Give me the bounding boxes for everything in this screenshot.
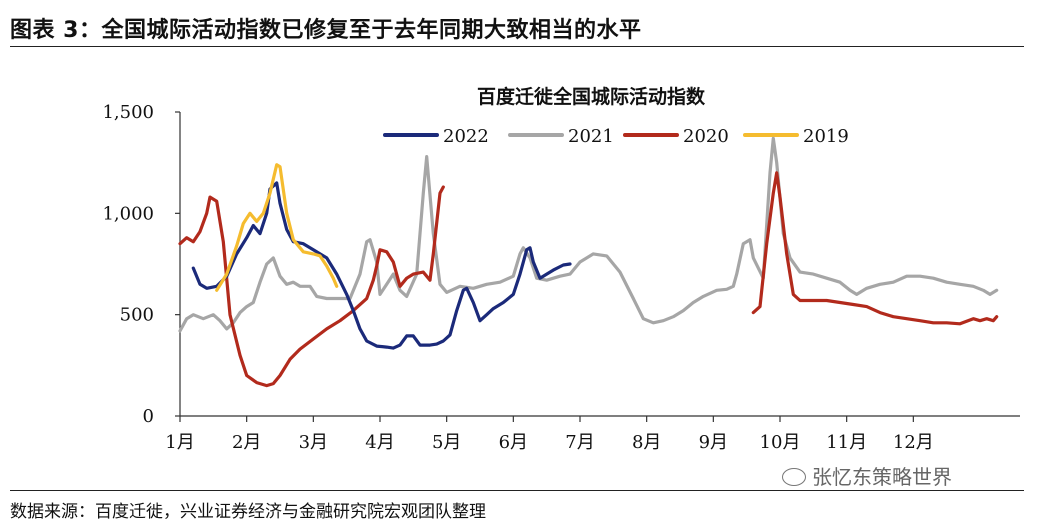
legend-label-2022: 2022 <box>443 126 489 147</box>
series-line-2019 <box>215 163 339 292</box>
chart-axes: 0 500 1,000 1,500 1月 2月 3月 4月 5月 6月 7月 8月 9月 10月 11月 12… <box>102 102 1020 453</box>
series-layer <box>178 136 999 388</box>
series-line-2022 <box>191 181 572 350</box>
legend-label-2020: 2020 <box>683 126 729 147</box>
y-tick-label: 1,000 <box>102 203 154 224</box>
series-line-2020 <box>178 185 445 388</box>
x-tick-label: 11月 <box>826 432 867 453</box>
x-tick-label: 9月 <box>699 432 728 453</box>
y-tick-label: 500 <box>120 305 154 326</box>
line-chart: 百度迁徙全国城际活动指数 2022 2021 2020 2019 0 500 1,000 1… <box>102 85 1020 453</box>
series-line-2021 <box>178 136 999 333</box>
x-tick-label: 4月 <box>365 432 394 453</box>
watermark: 张忆东策略世界 <box>782 461 952 490</box>
x-tick-label: 1月 <box>165 432 194 453</box>
series-line-2020 <box>751 171 999 326</box>
figure-title: 图表 3：全国城际活动指数已修复至于去年同期大致相当的水平 <box>10 18 642 43</box>
chart-legend: 2022 2021 2020 2019 <box>383 126 849 147</box>
chart-title: 百度迁徙全国城际活动指数 <box>477 85 706 108</box>
x-tick-label: 7月 <box>565 432 594 453</box>
watermark-text: 张忆东策略世界 <box>812 465 952 489</box>
x-tick-label: 6月 <box>499 432 528 453</box>
x-tick-label: 8月 <box>632 432 661 453</box>
source-note: 数据来源：百度迁徙，兴业证券经济与金融研究院宏观团队整理 <box>10 502 486 522</box>
x-tick-label: 12月 <box>893 432 934 453</box>
y-tick-label: 0 <box>143 406 154 427</box>
top-rule <box>10 46 1024 47</box>
x-tick-label: 2月 <box>232 432 261 453</box>
y-tick-label: 1,500 <box>102 102 154 123</box>
x-tick-label: 5月 <box>432 432 461 453</box>
x-tick-label: 10月 <box>760 432 801 453</box>
legend-label-2021: 2021 <box>568 126 614 147</box>
x-tick-label: 3月 <box>299 432 328 453</box>
legend-label-2019: 2019 <box>803 126 849 147</box>
bottom-rule <box>10 490 1024 491</box>
wechat-icon <box>782 468 806 486</box>
